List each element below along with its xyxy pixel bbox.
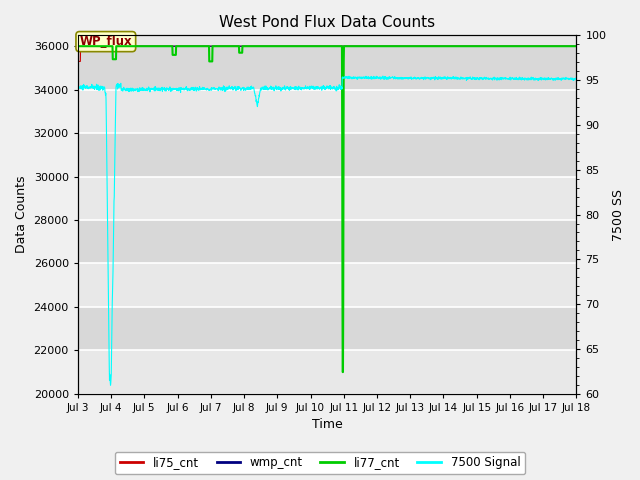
- Y-axis label: 7500 SS: 7500 SS: [612, 189, 625, 240]
- Bar: [78, 350, 577, 394]
- Legend: li75_cnt, wmp_cnt, li77_cnt, 7500 Signal: li75_cnt, wmp_cnt, li77_cnt, 7500 Signal: [115, 452, 525, 474]
- Bar: [78, 220, 577, 264]
- Y-axis label: Data Counts: Data Counts: [15, 176, 28, 253]
- Title: West Pond Flux Data Counts: West Pond Flux Data Counts: [219, 15, 435, 30]
- Bar: [78, 90, 577, 133]
- Bar: [78, 46, 577, 90]
- Text: WP_flux: WP_flux: [79, 35, 132, 48]
- Bar: [78, 133, 577, 177]
- X-axis label: Time: Time: [312, 419, 342, 432]
- Bar: [78, 177, 577, 220]
- Bar: [78, 264, 577, 307]
- Bar: [78, 307, 577, 350]
